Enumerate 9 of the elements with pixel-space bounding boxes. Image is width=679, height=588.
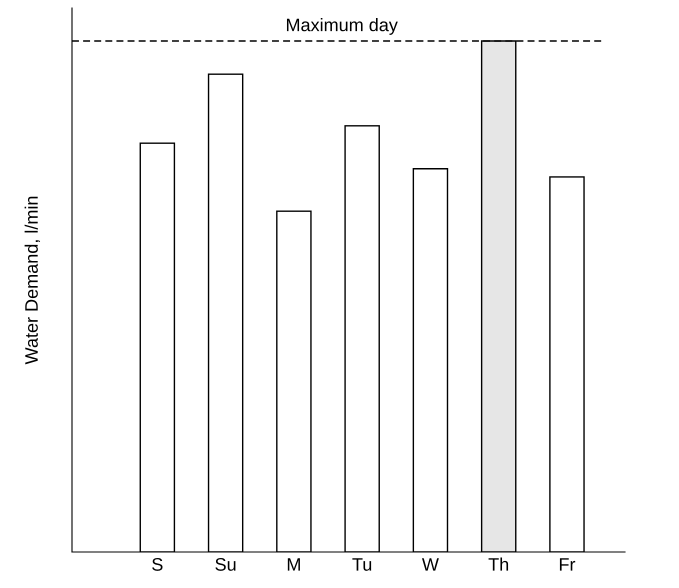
x-tick-label: W xyxy=(422,558,439,571)
x-tick-label: Su xyxy=(215,558,236,571)
x-tick-label: Tu xyxy=(352,558,372,571)
x-tick-label: Th xyxy=(488,558,508,571)
x-tick-label: S xyxy=(152,558,163,571)
x-tick-label: M xyxy=(288,558,300,571)
y-axis-title: Water Demand, l/min xyxy=(24,196,40,364)
ref-line-label: Maximum day xyxy=(286,18,398,35)
x-tick-label: Fr xyxy=(560,558,576,571)
